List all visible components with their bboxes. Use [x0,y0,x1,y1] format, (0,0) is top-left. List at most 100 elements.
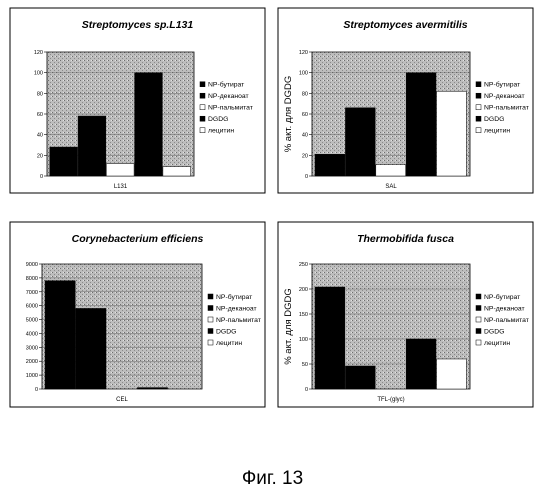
legend-label: лецитин [216,340,242,347]
figure-caption: Фиг. 13 [0,468,545,490]
bar-4 [137,388,167,389]
y-tick-label: 8000 [26,276,38,282]
legend-label: DGDG [484,329,504,336]
legend-label: NP-бутират [216,293,252,301]
legend-swatch [476,116,481,121]
legend-swatch [208,317,213,322]
legend-label: NP-пальмитат [484,317,529,324]
y-tick-label: 120 [34,50,43,56]
legend-swatch [200,105,205,110]
legend-label: NP-бутират [484,293,520,301]
chart-title: Thermobifida fusca [357,233,454,245]
legend-swatch [476,340,481,345]
legend-swatch [200,93,205,98]
bar-5 [437,359,467,389]
legend-swatch [476,93,481,98]
chart-panel-4: Thermobifida fusca050100150200250% акт. … [278,222,533,407]
legend-swatch [208,329,213,334]
legend-swatch [476,128,481,133]
legend-label: NP-деканоат [208,93,249,100]
legend-swatch [476,294,481,299]
y-tick-label: 120 [299,50,308,56]
chart-panel-3: Corynebacterium efficiens 0 1000 2000 3000 40… [10,222,265,407]
y-tick-label: 0 [305,174,308,180]
y-tick-label: 3000 [26,345,38,351]
legend-swatch [208,294,213,299]
y-tick-label: 1000 [26,373,38,379]
legend-label: NP-бутират [208,81,244,89]
legend-label: NP-пальмитат [484,105,529,112]
legend-swatch [208,340,213,345]
x-tick-label: SAL [385,184,397,190]
y-tick-label: 100 [34,71,43,77]
y-tick-label: 20 [302,153,308,159]
legend-swatch [208,306,213,311]
y-tick-label: 40 [302,133,308,139]
legend-label: NP-пальмитат [208,105,253,112]
x-tick-label: TFL-(glyc) [377,397,404,403]
legend-swatch [200,116,205,121]
bar-2 [76,308,106,389]
legend-swatch [476,329,481,334]
bar-2 [78,116,106,176]
bar-3 [376,165,406,176]
y-tick-label: 40 [37,133,43,139]
y-tick-label: 9000 [26,262,38,268]
chart-panel-1: Streptomyces sp.L131020406080100120L131N… [10,8,265,193]
y-tick-label: 100 [299,71,308,77]
legend-label: NP-деканоат [216,306,257,313]
bar-4 [406,339,436,389]
x-tick-label: CEL [116,397,128,403]
y-tick-label: 60 [302,112,308,118]
bar-1 [315,154,345,176]
legend-label: DGDG [216,329,236,336]
legend-label: лецитин [484,128,510,135]
bar-2 [345,108,375,176]
x-tick-label: L131 [114,184,128,190]
y-tick-label: 0 [35,387,38,393]
bar-2 [345,366,375,389]
y-tick-label: 0 [305,387,308,393]
y-tick-label: 4000 [26,331,38,337]
legend-swatch [200,128,205,133]
bar-3 [106,164,134,176]
y-tick-label: 150 [299,312,308,318]
bar-4 [406,73,436,176]
legend-swatch [476,306,481,311]
y-tick-label: 2000 [26,359,38,365]
bar-1 [45,281,75,389]
y-tick-label: 50 [302,362,308,368]
y-tick-label: 7000 [26,290,38,296]
y-axis-label: % акт. для DGDG [283,288,294,365]
y-tick-label: 0 [40,174,43,180]
legend-label: лецитин [208,128,234,135]
legend-label: NP-деканоат [484,306,525,313]
chart-title: Streptomyces avermitilis [343,19,467,31]
chart-panel-2: Streptomyces avermitilis 0 20 40 60 80 100 120%… [278,8,533,193]
legend-swatch [476,317,481,322]
y-tick-label: 200 [299,287,308,293]
legend-swatch [476,82,481,87]
legend-label: NP-пальмитат [216,317,261,324]
legend-label: лецитин [484,340,510,347]
bar-5 [163,167,191,176]
bar-5 [437,91,467,176]
y-tick-label: 100 [299,337,308,343]
bar-1 [50,147,78,176]
legend-swatch [200,82,205,87]
bar-4 [135,73,163,176]
y-tick-label: 20 [37,153,43,159]
bar-1 [315,287,345,389]
y-tick-label: 80 [302,91,308,97]
y-axis-label: % акт. для DGDG [283,76,294,153]
chart-title: Corynebacterium efficiens [72,233,204,245]
legend-label: DGDG [208,116,228,123]
legend-label: NP-деканоат [484,93,525,100]
y-tick-label: 5000 [26,318,38,324]
chart-title: Streptomyces sp.L131 [82,19,194,31]
legend-label: DGDG [484,116,504,123]
legend-label: NP-бутират [484,81,520,89]
legend-swatch [476,105,481,110]
y-tick-label: 80 [37,91,43,97]
